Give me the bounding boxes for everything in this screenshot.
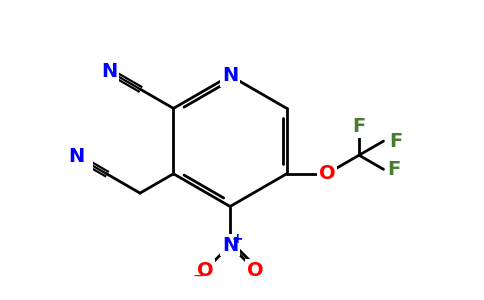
Text: N: N [68,147,84,166]
Text: O: O [318,164,335,183]
Text: F: F [389,132,402,151]
Text: N: N [102,62,118,81]
Text: N: N [222,236,238,255]
Text: F: F [352,118,366,136]
Text: +: + [231,232,243,246]
Text: O: O [197,261,213,280]
Text: N: N [222,66,238,85]
Text: −: − [193,269,204,283]
Text: O: O [247,261,264,280]
Text: F: F [387,160,401,179]
